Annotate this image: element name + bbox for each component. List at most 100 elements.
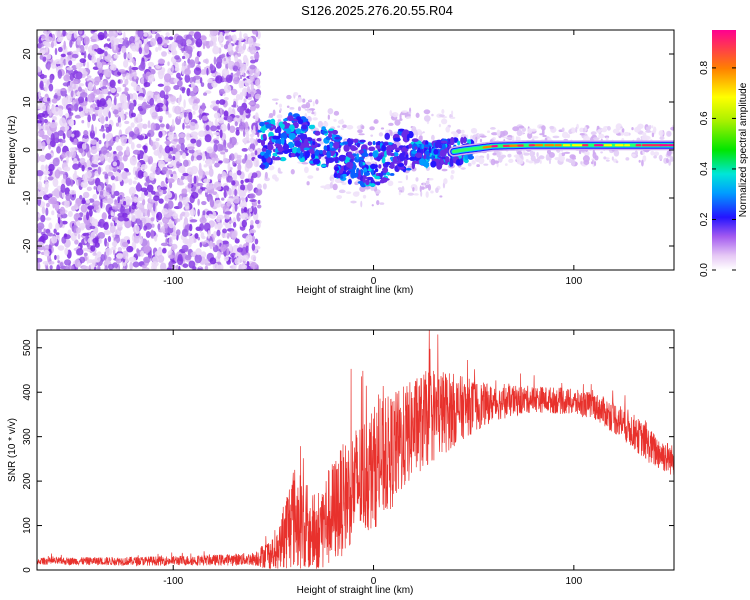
heatmap-cell	[40, 214, 46, 223]
heatmap-cell	[208, 40, 214, 47]
heatmap-cell	[219, 99, 226, 105]
heatmap-cell	[157, 70, 165, 76]
heatmap-cell	[131, 203, 137, 210]
snr-y-tick-label: 0	[22, 567, 33, 573]
heatmap-cell	[236, 212, 241, 222]
heatmap-cell	[131, 45, 139, 52]
heatmap-cell	[440, 149, 447, 158]
heatmap-cell	[256, 183, 262, 190]
heatmap-cell	[84, 108, 89, 114]
heatmap-cell	[94, 242, 100, 248]
heatmap-cell	[142, 123, 148, 129]
heatmap-cell	[46, 54, 52, 60]
heatmap-cell	[37, 250, 41, 255]
heatmap-cell	[58, 108, 63, 117]
heatmap-cell	[490, 158, 496, 166]
heatmap-cell	[274, 156, 282, 161]
heatmap-cell	[155, 137, 160, 142]
heatmap-cell	[163, 94, 169, 100]
heatmap-cell	[96, 57, 100, 65]
heatmap-cell	[299, 151, 303, 159]
heatmap-cell	[105, 247, 113, 256]
heatmap-cell	[554, 157, 560, 161]
heatmap-cell	[147, 156, 154, 165]
heatmap-cell	[98, 139, 102, 145]
heatmap-cell	[275, 102, 278, 105]
heatmap-cell	[312, 158, 321, 165]
heatmap-cell	[276, 114, 283, 119]
heatmap-cell	[401, 186, 405, 193]
heatmap-cell	[459, 159, 464, 165]
heatmap-cell	[154, 30, 162, 33]
heatmap-cell	[615, 160, 619, 164]
heatmap-cell	[232, 76, 240, 85]
heatmap-cell	[93, 186, 97, 190]
heatmap-cell	[409, 156, 416, 161]
heatmap-cell	[213, 143, 218, 153]
heatmap-cell	[245, 159, 253, 169]
heatmap-cell	[215, 75, 223, 84]
heatmap-cell	[476, 164, 480, 168]
heatmap-cell	[104, 50, 108, 57]
snr-ticks: -100 0 100 0 100 200 300 400 500	[22, 330, 674, 587]
heatmap-cell	[305, 150, 311, 159]
heatmap-cell	[45, 217, 52, 221]
heatmap-cell	[206, 146, 214, 154]
heatmap-cell	[338, 169, 344, 174]
heatmap-cell	[162, 39, 170, 44]
heatmap-cell	[181, 188, 188, 195]
heatmap-cell	[223, 44, 229, 50]
heatmap-cell	[234, 238, 240, 244]
heatmap-cell	[176, 80, 183, 88]
heatmap-cell	[249, 193, 256, 199]
heatmap-cell	[438, 114, 445, 118]
heatmap-cell	[516, 156, 521, 164]
heatmap-cell	[545, 154, 550, 161]
heatmap-cell	[359, 156, 364, 161]
heatmap-cell	[228, 42, 232, 52]
heatmap-cell	[37, 140, 43, 149]
heatmap-cell	[109, 79, 116, 88]
heatmap-cell	[205, 124, 210, 131]
heatmap-cell	[290, 169, 295, 175]
heatmap-cell	[93, 84, 97, 92]
heatmap-cell	[128, 205, 132, 213]
heatmap-cell	[197, 236, 201, 241]
heatmap-cell	[97, 166, 102, 175]
heatmap-cell	[157, 223, 161, 230]
heatmap-cell	[175, 35, 184, 45]
heatmap-cell	[143, 82, 151, 88]
heatmap-cell	[241, 69, 245, 76]
heatmap-cell	[69, 189, 77, 195]
heatmap-cell	[242, 74, 246, 78]
heatmap-cell	[441, 143, 446, 150]
heatmap-cell	[165, 123, 170, 130]
heatmap-cell	[172, 225, 176, 233]
heatmap-cell	[116, 223, 123, 228]
heatmap-cell	[185, 52, 190, 59]
heatmap-cell	[242, 43, 247, 51]
heatmap-cell	[570, 159, 576, 167]
heatmap-cell	[188, 111, 193, 121]
heatmap-cell	[326, 157, 335, 163]
heatmap-cell	[45, 164, 48, 172]
colorbar: 0.0 0.2 0.4 0.6 0.8 Normalized spectral ampl…	[699, 30, 749, 277]
heatmap-cell	[43, 245, 50, 249]
heatmap-cell	[516, 150, 523, 155]
heatmap-cell	[321, 130, 328, 134]
heatmap-cell	[175, 229, 181, 236]
heatmap-cell	[62, 30, 66, 37]
heatmap-cell	[229, 137, 233, 145]
heatmap-cell	[191, 191, 199, 199]
heatmap-cell	[69, 72, 74, 81]
heatmap-cell	[37, 129, 45, 138]
heatmap-cell	[388, 122, 394, 126]
heatmap-cell	[202, 43, 206, 50]
heatmap-cell	[195, 38, 203, 48]
heatmap-cell	[379, 202, 385, 205]
heatmap-cell	[189, 237, 194, 245]
heatmap-cell	[45, 202, 50, 208]
heatmap-cell	[107, 97, 112, 106]
heatmap-cell	[358, 149, 364, 154]
heatmap-cell	[279, 123, 285, 129]
